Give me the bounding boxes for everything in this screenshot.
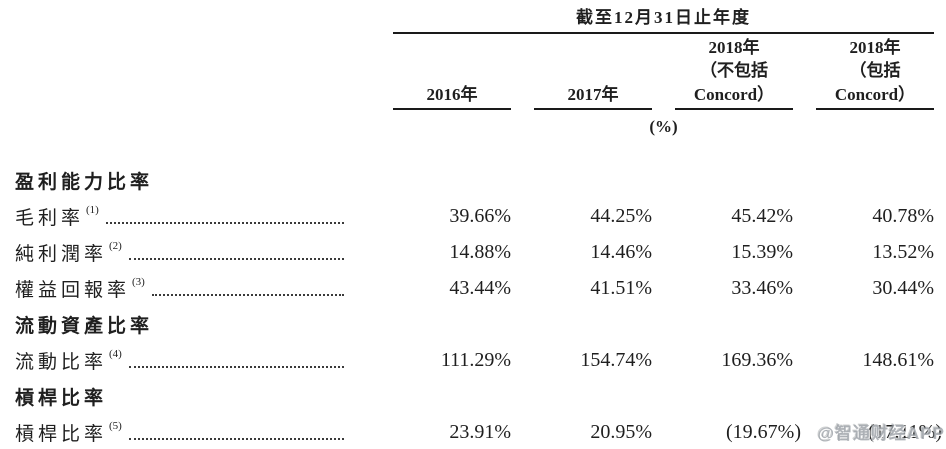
table-unit-row: (%): [15, 110, 911, 137]
table-row-return-on-equity: 權益回報率 (3) 43.44% 41.51% 33.46% 30.44%: [15, 270, 934, 306]
cell-value: 44.25%: [590, 205, 652, 227]
table-row-net-profit-margin: 純利潤率 (2) 14.88% 14.46% 15.39% 13.52%: [15, 234, 934, 270]
column-header-line: Concord）: [834, 84, 916, 104]
row-label-cell: 槓桿比率 (5): [15, 419, 370, 446]
cell-value: 154.74%: [580, 349, 652, 371]
cell-value: 13.52%: [872, 241, 934, 263]
cell-value: 20.95%: [590, 421, 652, 443]
table-row-gross-margin: 毛利率 (1) 39.66% 44.25% 45.42% 40.78%: [15, 198, 934, 234]
section-row-liquidity: 流動資產比率: [15, 306, 911, 342]
cell-value: 39.66%: [449, 205, 511, 227]
cell-value: 148.61%: [862, 349, 934, 371]
section-label: 盈利能力比率: [15, 171, 154, 193]
footnote-marker: (1): [86, 204, 99, 216]
footnote-marker: (2): [109, 240, 122, 252]
cell-value: 15.39%: [731, 241, 793, 263]
row-label: 純利潤率: [15, 243, 108, 265]
cell-value: 33.46%: [731, 277, 793, 299]
footnote-marker: (5): [109, 420, 122, 432]
header-spacer: [15, 110, 370, 137]
cell-value: (17.11%): [867, 421, 942, 443]
column-header-line: （不包括: [700, 61, 768, 81]
cell-value: 40.78%: [872, 205, 934, 227]
header-spacer: [15, 34, 370, 110]
column-header-2018-excl-concord: 2018年 （不包括 Concord）: [675, 34, 793, 110]
cell-value: 30.44%: [872, 277, 934, 299]
cell-value: 111.29%: [440, 349, 511, 371]
row-label-cell: 毛利率 (1): [15, 203, 370, 230]
dot-leader: [105, 222, 344, 224]
column-header-line: 2016年: [426, 84, 478, 104]
table-header-period-row: 截至12月31日止年度: [15, 3, 934, 34]
column-header-line: （包括: [849, 61, 901, 81]
footnote-marker: (3): [132, 276, 145, 288]
table-row-current-ratio: 流動比率 (4) 111.29% 154.74% 169.36% 148.61%: [15, 342, 934, 378]
row-label: 權益回報率: [15, 279, 131, 301]
column-header-2016: 2016年: [393, 34, 511, 110]
column-header-line: 2018年: [708, 37, 760, 57]
cell-value: 45.42%: [731, 205, 793, 227]
dot-leader: [128, 258, 344, 260]
period-header: 截至12月31日止年度: [393, 3, 934, 34]
row-label: 流動比率: [15, 351, 108, 373]
row-label-cell: 純利潤率 (2): [15, 239, 370, 266]
section-label: 槓桿比率: [15, 387, 108, 409]
row-label-cell: 流動比率 (4): [15, 347, 370, 374]
section-row-profitability: 盈利能力比率: [15, 162, 911, 198]
cell-value: 41.51%: [590, 277, 652, 299]
section-label: 流動資產比率: [15, 315, 154, 337]
footnote-marker: (4): [109, 348, 122, 360]
unit-label: (%): [649, 117, 678, 136]
cell-value: 14.46%: [590, 241, 652, 263]
cell-value: 14.88%: [449, 241, 511, 263]
dot-leader: [128, 438, 344, 440]
table-row-gearing-ratio: 槓桿比率 (5) 23.91% 20.95% (19.67%) (17.11%): [15, 414, 942, 449]
section-row-leverage: 槓桿比率: [15, 378, 911, 414]
dot-leader: [128, 366, 344, 368]
header-spacer: [15, 3, 370, 34]
cell-value: 43.44%: [449, 277, 511, 299]
row-label: 槓桿比率: [15, 423, 108, 445]
cell-value: 169.36%: [721, 349, 793, 371]
column-header-line: 2017年: [567, 84, 619, 104]
cell-value: (19.67%): [726, 421, 801, 443]
table-body: 盈利能力比率 毛利率 (1) 39.66% 44.25% 45.42% 40.78…: [15, 162, 942, 449]
column-header-line: 2018年: [849, 37, 901, 57]
row-label-cell: 權益回報率 (3): [15, 275, 370, 302]
cell-value: 23.91%: [449, 421, 511, 443]
dot-leader: [151, 294, 344, 296]
column-header-2017: 2017年: [534, 34, 652, 110]
table-column-header-row: 2016年 2017年 2018年 （不包括 Concord） 2018年 （包…: [15, 34, 934, 110]
row-label: 毛利率: [15, 207, 85, 229]
column-header-2018-incl-concord: 2018年 （包括 Concord）: [816, 34, 934, 110]
column-header-line: Concord）: [693, 84, 775, 104]
